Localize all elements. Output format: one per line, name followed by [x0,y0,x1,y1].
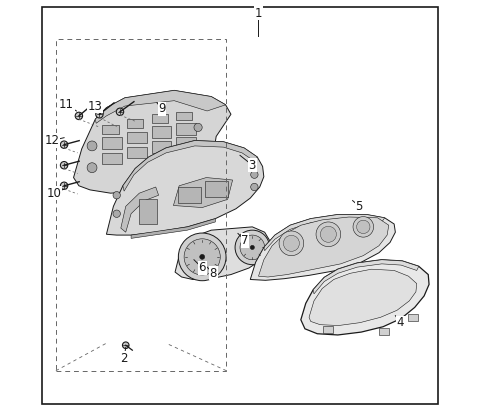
Circle shape [235,230,270,265]
Bar [176,123,196,135]
Circle shape [251,183,258,191]
Text: 10: 10 [47,187,61,200]
Text: 11: 11 [59,98,74,111]
Polygon shape [131,219,216,238]
Bar [179,187,201,203]
Circle shape [60,162,68,169]
Bar [152,114,168,123]
Polygon shape [313,260,419,294]
Circle shape [87,141,97,151]
Polygon shape [250,215,396,280]
Bar [102,125,119,134]
Circle shape [116,108,124,115]
Circle shape [279,231,304,256]
Polygon shape [264,215,384,251]
Polygon shape [123,141,257,191]
Circle shape [60,141,68,148]
Bar [139,199,156,224]
Circle shape [184,239,220,275]
Circle shape [113,210,120,217]
Circle shape [75,112,83,120]
Bar [379,328,389,335]
Text: 3: 3 [249,159,256,172]
Circle shape [357,220,370,233]
Text: 5: 5 [356,200,363,213]
Circle shape [113,192,120,199]
Circle shape [60,182,68,189]
Text: 7: 7 [241,234,249,247]
Bar [152,141,171,153]
Bar [408,314,418,321]
Bar [152,126,171,138]
Bar [127,147,147,158]
Circle shape [251,171,258,178]
Polygon shape [107,141,264,235]
Circle shape [194,123,202,132]
Text: 1: 1 [255,7,262,20]
Polygon shape [121,187,158,232]
Circle shape [194,160,202,169]
Bar [324,326,333,333]
Circle shape [199,142,207,150]
Circle shape [250,245,254,249]
Text: 4: 4 [396,316,404,329]
Bar [102,153,122,164]
Polygon shape [175,227,270,279]
Circle shape [179,233,226,281]
Polygon shape [73,90,231,193]
Polygon shape [173,178,233,208]
Text: 6: 6 [198,261,206,275]
Bar [127,119,144,128]
Circle shape [353,217,373,237]
Polygon shape [259,217,389,277]
Circle shape [316,222,341,247]
Text: 9: 9 [158,102,166,115]
Text: 12: 12 [44,134,59,147]
Bar [176,112,192,120]
Text: 13: 13 [88,99,103,113]
Text: 2: 2 [120,352,128,365]
Polygon shape [96,90,226,123]
Bar [102,137,122,149]
Circle shape [96,111,103,118]
Circle shape [122,342,129,349]
Circle shape [320,226,336,242]
Polygon shape [301,260,429,335]
Circle shape [87,163,97,173]
Bar [56,39,227,371]
Text: 8: 8 [210,267,217,280]
Circle shape [283,235,300,251]
Circle shape [200,254,204,259]
Circle shape [240,235,264,260]
Polygon shape [309,269,417,326]
Bar [176,137,196,149]
Bar [205,181,228,197]
Bar [127,132,147,143]
